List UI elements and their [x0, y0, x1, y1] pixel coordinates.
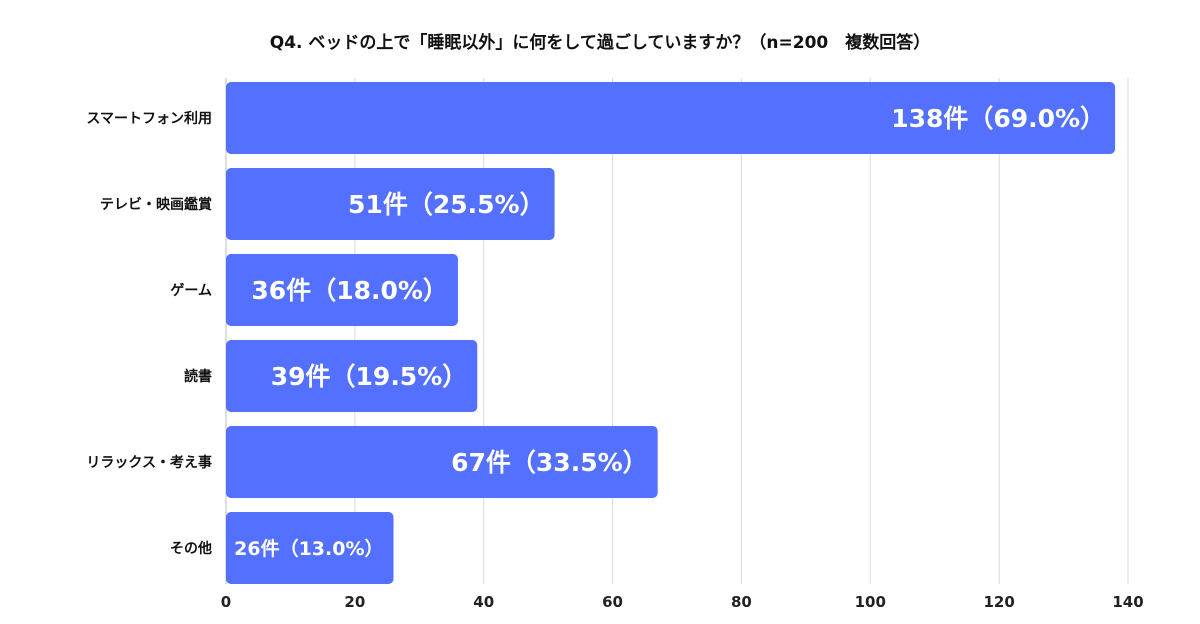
category-label: 読書	[184, 368, 212, 385]
category-label: リラックス・考え事	[86, 454, 212, 471]
x-tick-label: 120	[983, 593, 1014, 611]
bar	[226, 340, 478, 412]
bar	[226, 254, 458, 326]
category-label: テレビ・映画鑑賞	[100, 196, 212, 213]
x-tick-label: 140	[1112, 593, 1143, 611]
grid-lines	[225, 78, 1129, 584]
category-label: ゲーム	[170, 282, 212, 299]
category-label: スマートフォン利用	[86, 110, 212, 127]
x-tick-labels: 0 20 40 60 80 100 120 140	[221, 593, 1144, 611]
data-labels: 138件（69.0%） 51件（25.5%） 36件（18.0%） 39件（19.5%…	[234, 104, 1105, 560]
data-label: 51件（25.5%）	[348, 190, 545, 219]
bar	[226, 168, 555, 240]
data-label: 67件（33.5%）	[451, 448, 648, 477]
data-label: 26件（13.0%）	[234, 537, 383, 560]
data-label: 36件（18.0%）	[251, 276, 448, 305]
data-label: 138件（69.0%）	[891, 104, 1105, 133]
bars	[226, 82, 1116, 584]
x-tick-label: 20	[344, 593, 365, 611]
x-tick-label: 40	[473, 593, 494, 611]
bar	[226, 512, 394, 584]
x-tick-label: 80	[731, 593, 752, 611]
chart-title: Q4. ベッドの上で「睡眠以外」に何をして過ごしていますか？（n=200 複数回…	[269, 33, 931, 53]
bar	[226, 82, 1116, 154]
bar	[226, 426, 658, 498]
x-tick-label: 60	[602, 593, 623, 611]
category-label: その他	[170, 540, 212, 557]
x-tick-label: 0	[221, 593, 231, 611]
data-label: 39件（19.5%）	[271, 362, 468, 391]
x-tick-label: 100	[855, 593, 886, 611]
